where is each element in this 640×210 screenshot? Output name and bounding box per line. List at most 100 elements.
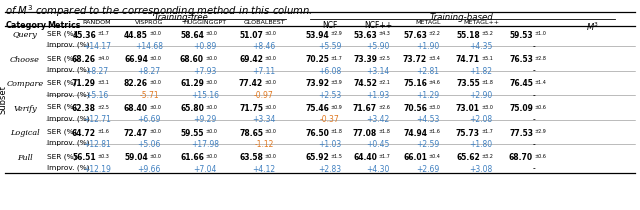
Text: -: - [532,67,536,76]
Text: 61.66: 61.66 [180,153,204,162]
Text: ±0.0: ±0.0 [264,129,276,134]
Text: +12.81: +12.81 [83,140,111,149]
Text: ±0.0: ±0.0 [205,105,217,110]
Text: ±1.8: ±1.8 [378,129,390,134]
Text: ±3.0: ±3.0 [428,105,440,110]
Text: +12.19: +12.19 [83,164,111,173]
Text: +15.16: +15.16 [191,91,219,100]
Text: ±1.7: ±1.7 [97,31,109,36]
Text: +2.83: +2.83 [319,164,342,173]
Text: -5.71: -5.71 [139,91,159,100]
Text: ±1.6: ±1.6 [97,129,109,134]
Text: Logical: Logical [10,129,40,137]
Text: 76.53: 76.53 [509,55,533,64]
Text: ±1.8: ±1.8 [330,129,342,134]
Text: Query: Query [13,31,37,39]
Text: 65.92: 65.92 [305,153,329,162]
Text: -1.12: -1.12 [254,140,274,149]
Text: -: - [532,140,536,149]
Text: 70.25: 70.25 [305,55,329,64]
Text: +4.53: +4.53 [416,116,440,125]
Text: 68.60: 68.60 [180,55,204,64]
Text: 74.94: 74.94 [403,129,427,138]
Text: 74.52: 74.52 [353,80,377,88]
Text: +8.27: +8.27 [138,67,161,76]
Text: ±0.0: ±0.0 [264,154,276,159]
Text: SER (%): SER (%) [47,129,77,135]
Text: 59.04: 59.04 [124,153,148,162]
Text: -: - [532,91,536,100]
Text: 64.72: 64.72 [72,129,96,138]
Text: +3.08: +3.08 [469,164,493,173]
Text: 82.26: 82.26 [124,80,148,88]
Text: +6.69: +6.69 [138,116,161,125]
Text: Subset: Subset [0,85,8,114]
Text: +14.17: +14.17 [83,42,111,51]
Text: ±2.8: ±2.8 [534,56,546,61]
Text: ±1.5: ±1.5 [330,154,342,159]
Text: ±0.0: ±0.0 [264,80,276,85]
Text: +1.29: +1.29 [417,91,440,100]
Text: +2.59: +2.59 [417,140,440,149]
Text: ±0.0: ±0.0 [149,80,161,85]
Text: +2.90: +2.90 [469,91,493,100]
Text: Metrics: Metrics [47,21,81,29]
Text: 59.53: 59.53 [509,30,533,39]
Text: 66.94: 66.94 [124,55,148,64]
Text: +7.93: +7.93 [193,67,217,76]
Text: +17.98: +17.98 [191,140,219,149]
Text: +3.14: +3.14 [366,67,390,76]
Text: ±0.0: ±0.0 [205,80,217,85]
Text: Compare: Compare [6,80,44,88]
Text: Training-free: Training-free [153,13,208,22]
Text: ±1.7: ±1.7 [481,129,493,134]
Text: +2.08: +2.08 [469,116,493,125]
Text: 62.38: 62.38 [72,104,96,113]
Text: Improv. (%): Improv. (%) [47,164,90,171]
Text: Improv. (%): Improv. (%) [47,67,90,73]
Text: +12.71: +12.71 [83,116,111,125]
Text: 64.40: 64.40 [353,153,377,162]
Text: 68.70: 68.70 [509,153,533,162]
Text: 71.67: 71.67 [353,104,377,113]
Text: 73.72: 73.72 [403,55,427,64]
Text: Full: Full [17,154,33,162]
Text: ±0.0: ±0.0 [149,154,161,159]
Text: 76.45: 76.45 [509,80,533,88]
Text: 75.16: 75.16 [403,80,427,88]
Text: of $\boldsymbol{M^3}$ compared to the corresponding method in this column.: of $\boldsymbol{M^3}$ compared to the co… [5,3,313,19]
Text: +6.08: +6.08 [318,67,342,76]
Text: ±4.0: ±4.0 [97,56,109,61]
Text: ±0.0: ±0.0 [264,31,276,36]
Text: Improv. (%): Improv. (%) [47,140,90,147]
Text: Choose: Choose [10,56,40,64]
Text: ±0.0: ±0.0 [205,56,217,61]
Text: Training-based: Training-based [429,13,493,22]
Text: +4.12: +4.12 [252,164,276,173]
Text: ±2.9: ±2.9 [330,31,342,36]
Text: 77.42: 77.42 [239,80,263,88]
Text: 70.56: 70.56 [403,104,427,113]
Text: ±2.5: ±2.5 [378,56,390,61]
Text: +3.42: +3.42 [366,116,390,125]
Text: 71.29: 71.29 [72,80,96,88]
Text: 74.71: 74.71 [456,55,480,64]
Text: +8.46: +8.46 [252,42,276,51]
Text: 45.36: 45.36 [72,30,96,39]
Text: RANDOM: RANDOM [83,21,111,25]
Text: 73.92: 73.92 [305,80,329,88]
Text: 72.47: 72.47 [124,129,148,138]
Text: +5.90: +5.90 [366,42,390,51]
Text: +4.35: +4.35 [469,42,493,51]
Text: METAGL: METAGL [415,21,441,25]
Text: ±0.0: ±0.0 [149,56,161,61]
Text: NCF++: NCF++ [364,21,392,29]
Text: 51.07: 51.07 [239,30,263,39]
Text: SER (%): SER (%) [47,30,77,37]
Text: ±2.6: ±2.6 [378,105,390,110]
Text: ±0.0: ±0.0 [264,105,276,110]
Text: ±2.1: ±2.1 [378,80,390,85]
Text: 59.55: 59.55 [180,129,204,138]
Text: ±1.0: ±1.0 [534,31,546,36]
Text: ±2.9: ±2.9 [534,129,546,134]
